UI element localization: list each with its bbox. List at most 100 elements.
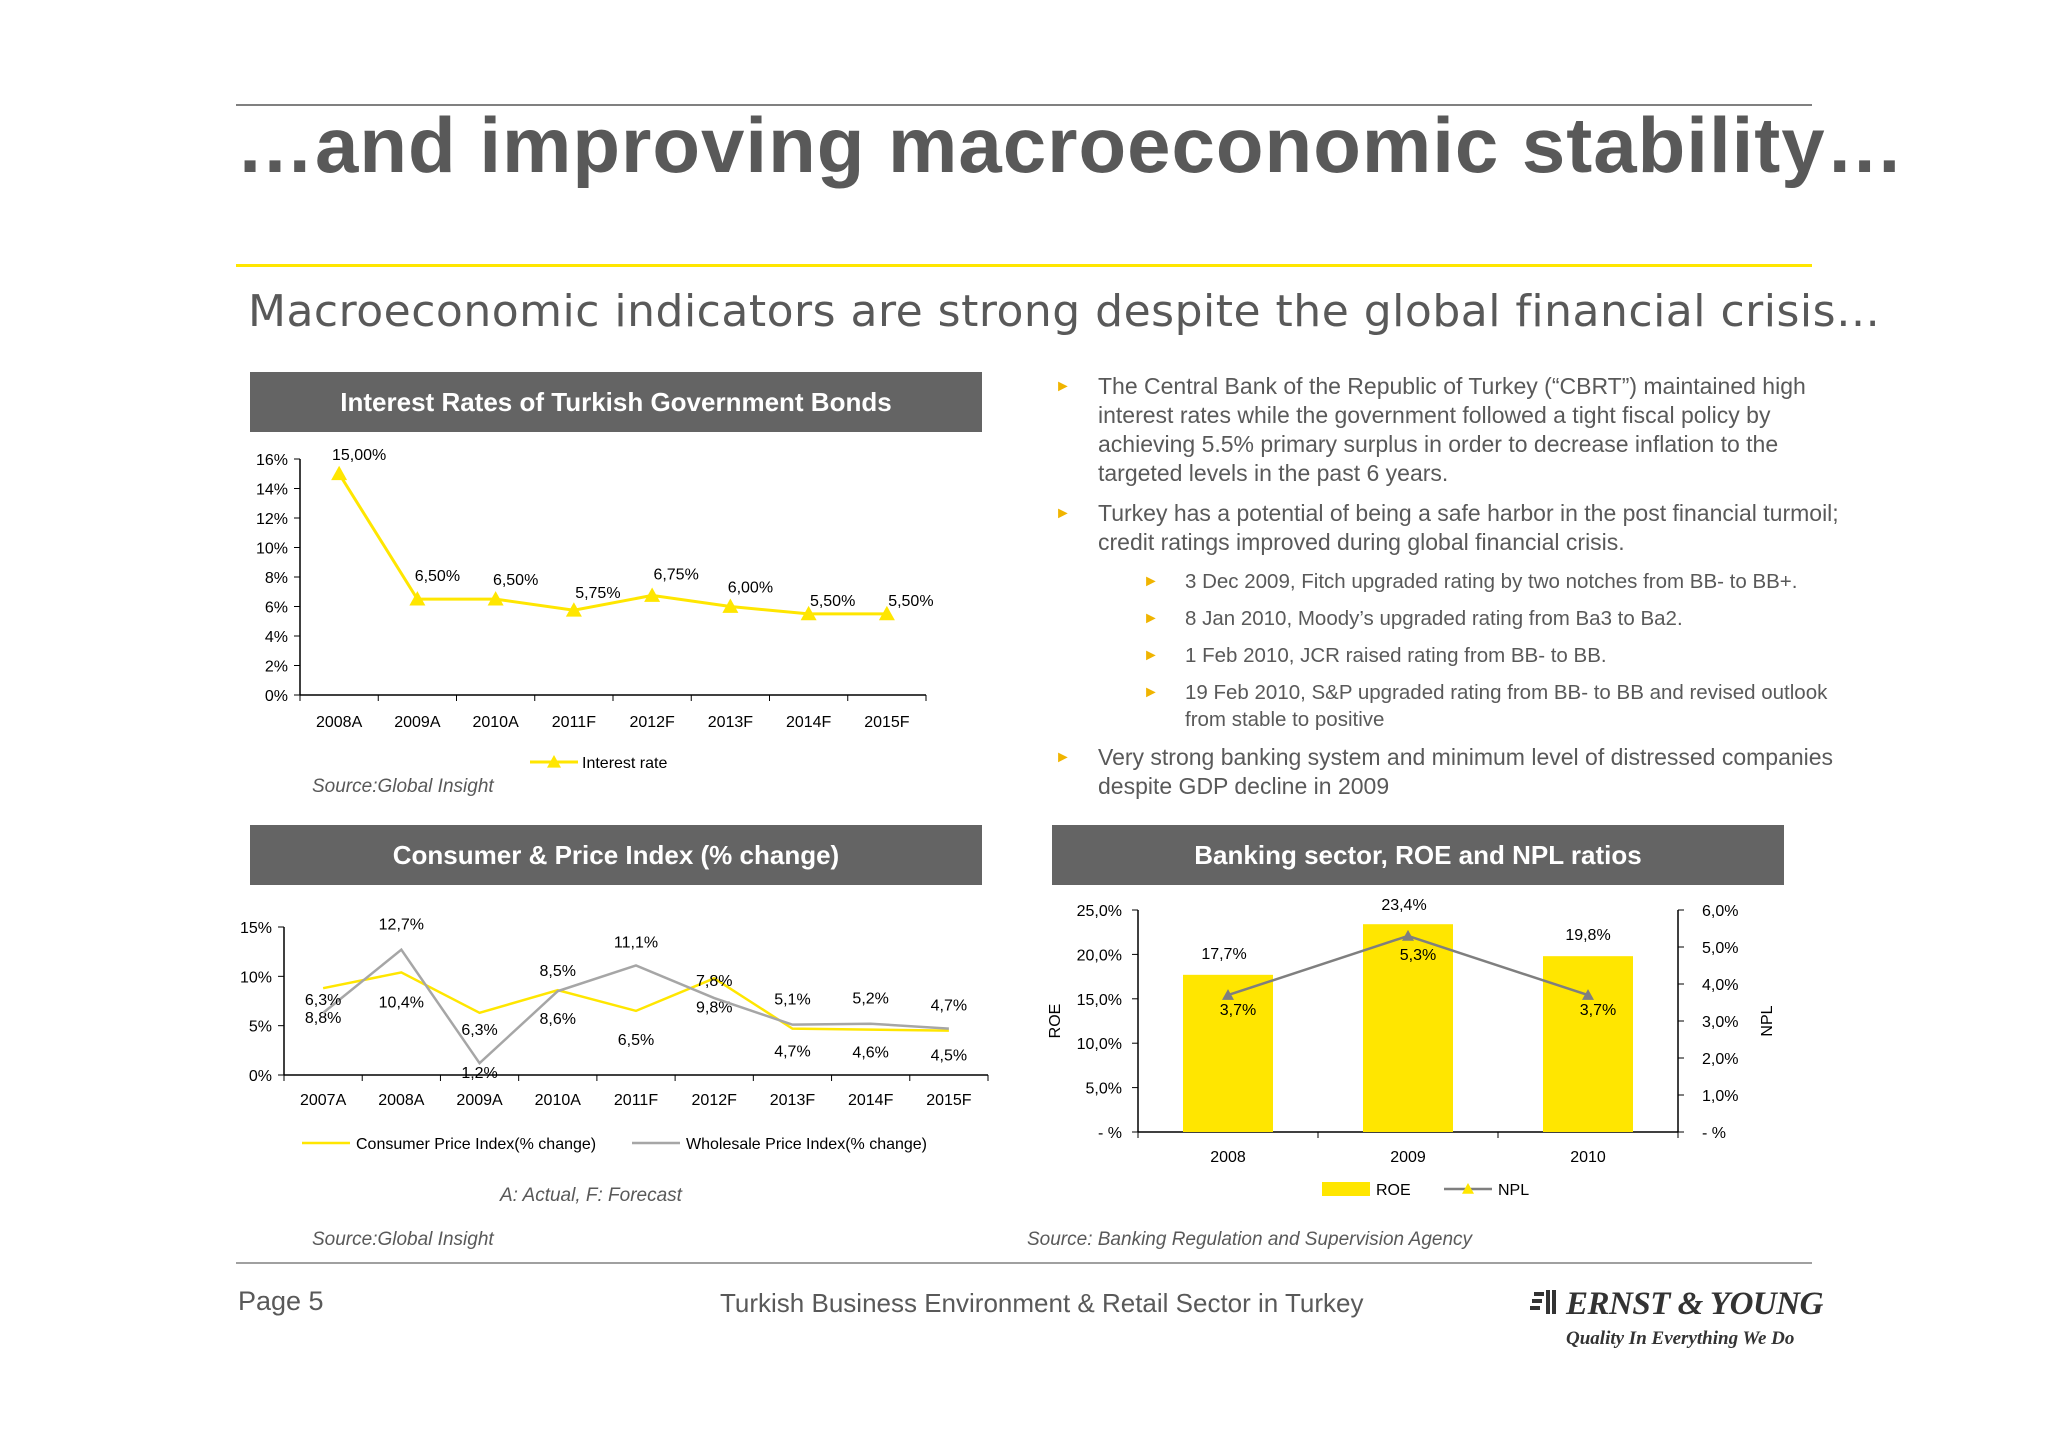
- bullet-arrow-icon: ►: [1143, 684, 1159, 701]
- legend-swatch-roe: [1322, 1182, 1370, 1196]
- banking-panel-header: Banking sector, ROE and NPL ratios: [1052, 825, 1784, 885]
- banking-source: Source: Banking Regulation and Supervisi…: [1027, 1229, 1473, 1250]
- y2-tick-label: 1,0%: [1702, 1088, 1738, 1105]
- bonds-source: Source:Global Insight: [312, 776, 494, 797]
- data-label: 4,7%: [931, 998, 967, 1015]
- y2-tick-label: 4,0%: [1702, 977, 1738, 994]
- banking-chart: - % 5,0% 10,0% 15,0% 20,0% 25,0% - % 1,0% 2,0% 3,…: [1047, 897, 1776, 1199]
- legend-label: Interest rate: [582, 755, 667, 772]
- x-tick-label: 2015F: [864, 714, 910, 731]
- cpi-panel-header: Consumer & Price Index (% change): [250, 825, 982, 885]
- wpi-line: [322, 947, 949, 1066]
- y2-tick-label: 2,0%: [1702, 1051, 1738, 1068]
- data-label: 4,7%: [774, 1044, 810, 1061]
- interest-rate-marker: [487, 591, 504, 606]
- y2-tick-label: 6,0%: [1702, 903, 1738, 920]
- sub-bullet-item: ► 3 Dec 2009, Fitch upgraded rating by t…: [1055, 568, 1855, 595]
- bullet-arrow-icon: ►: [1055, 378, 1071, 395]
- y2-tick-label: 5,0%: [1702, 940, 1738, 957]
- sub-bullet-text: 1 Feb 2010, JCR raised rating from BB- t…: [1185, 644, 1607, 667]
- x-tick-label: 2014F: [848, 1092, 894, 1109]
- x-tick-label: 2011F: [552, 714, 596, 731]
- legend-label: ROE: [1376, 1182, 1411, 1199]
- legend-marker-npl: [1462, 1183, 1474, 1194]
- y-tick-label: 14%: [256, 482, 288, 499]
- npl-marker: [1402, 929, 1414, 941]
- npl-data-label: 5,3%: [1400, 947, 1436, 964]
- footer-title: Turkish Business Environment & Retail Se…: [720, 1288, 1364, 1318]
- bullet-item: ► The Central Bank of the Republic of Tu…: [1055, 372, 1855, 488]
- bullet-text: The Central Bank of the Republic of Turk…: [1098, 373, 1806, 486]
- cpi-chart: 0% 5% 10% 15% 2007A 2008A 2009A 2010A 2011F 2012F…: [240, 917, 989, 1153]
- slide-title: …and improving macroeconomic stability…: [236, 101, 1905, 189]
- data-label: 7,8%: [696, 973, 732, 990]
- y-tick-label: 10,0%: [1077, 1036, 1122, 1053]
- bullet-list: ► The Central Bank of the Republic of Tu…: [1055, 372, 1855, 812]
- title-underline: [236, 264, 1812, 267]
- bullet-arrow-icon: ►: [1143, 647, 1159, 664]
- top-rule: [236, 104, 1812, 106]
- y-tick-label: 16%: [256, 452, 288, 469]
- y-axis-label: ROE: [1047, 1004, 1064, 1039]
- npl-data-label: 3,7%: [1580, 1002, 1616, 1019]
- x-tick-label: 2014F: [786, 714, 832, 731]
- npl-data-label: 3,7%: [1220, 1002, 1256, 1019]
- roe-data-label: 17,7%: [1201, 946, 1246, 963]
- data-label: 5,75%: [575, 585, 620, 602]
- data-label: 10,4%: [379, 994, 424, 1011]
- y-tick-label: 10%: [240, 969, 272, 986]
- data-label: 6,00%: [728, 580, 773, 597]
- y2-tick-label: - %: [1702, 1125, 1726, 1142]
- bullet-arrow-icon: ►: [1055, 505, 1071, 522]
- data-label: 15,00%: [332, 447, 386, 464]
- y-tick-label: 2%: [265, 659, 288, 676]
- y-tick-label: 25,0%: [1077, 903, 1122, 920]
- sub-bullet-item: ► 1 Feb 2010, JCR raised rating from BB-…: [1055, 642, 1855, 669]
- data-label: 8,5%: [540, 963, 576, 980]
- interest-rate-marker: [800, 605, 817, 621]
- data-label: 6,5%: [618, 1032, 654, 1049]
- roe-bar: [1363, 924, 1453, 1132]
- data-label: 8,6%: [540, 1011, 576, 1028]
- x-tick-label: 2010A: [535, 1092, 582, 1109]
- bullet-item: ► Very strong banking system and minimum…: [1055, 743, 1855, 801]
- y-tick-label: 12%: [256, 511, 288, 528]
- sub-bullet-text: 19 Feb 2010, S&P upgraded rating from BB…: [1185, 681, 1828, 731]
- data-label: 6,50%: [415, 568, 460, 585]
- y-tick-label: - %: [1098, 1125, 1122, 1142]
- interest-rate-marker: [644, 587, 661, 602]
- x-tick-label: 2010A: [472, 714, 519, 731]
- data-label: 4,5%: [931, 1048, 967, 1065]
- x-tick-label: 2013F: [770, 1092, 816, 1109]
- ey-logo-mark-icon: [1530, 1290, 1556, 1314]
- sub-bullet-item: ► 19 Feb 2010, S&P upgraded rating from …: [1055, 679, 1855, 733]
- sub-bullet-text: 8 Jan 2010, Moody’s upgraded rating from…: [1185, 607, 1683, 630]
- data-label: 6,3%: [461, 1022, 497, 1039]
- interest-rate-marker: [722, 598, 739, 613]
- y-tick-label: 0%: [249, 1068, 272, 1085]
- cpi-source: Source:Global Insight: [312, 1229, 494, 1250]
- bullet-arrow-icon: ►: [1143, 573, 1159, 590]
- x-tick-label: 2009: [1390, 1149, 1426, 1166]
- x-tick-label: 2007A: [300, 1092, 347, 1109]
- y2-axis-label: NPL: [1759, 1005, 1776, 1036]
- bonds-panel-header: Interest Rates of Turkish Government Bon…: [250, 372, 982, 432]
- legend-marker: [547, 755, 561, 768]
- bullet-text: Turkey has a potential of being a safe h…: [1098, 500, 1839, 555]
- ernst-young-logo: ERNST & YOUNG Quality In Everything We D…: [1530, 1286, 1823, 1356]
- cpi-note: A: Actual, F: Forecast: [500, 1185, 682, 1206]
- roe-bar: [1183, 974, 1273, 1132]
- x-tick-label: 2013F: [708, 714, 754, 731]
- data-label: 5,2%: [852, 991, 888, 1008]
- logo-brand-text: ERNST & YOUNG: [1566, 1286, 1823, 1322]
- roe-bar: [1543, 956, 1633, 1132]
- bonds-chart: 0% 2% 4% 6% 8% 10% 12% 14% 16% 2008A 2009A 2010A 201…: [256, 447, 934, 772]
- y-tick-label: 4%: [265, 629, 288, 646]
- y-tick-label: 6%: [265, 600, 288, 617]
- data-label: 6,3%: [305, 992, 341, 1009]
- data-label: 11,1%: [614, 934, 658, 951]
- x-tick-label: 2015F: [926, 1092, 972, 1109]
- bullet-item: ► Turkey has a potential of being a safe…: [1055, 499, 1855, 557]
- data-label: 5,50%: [810, 593, 855, 610]
- interest-rate-marker: [331, 465, 348, 481]
